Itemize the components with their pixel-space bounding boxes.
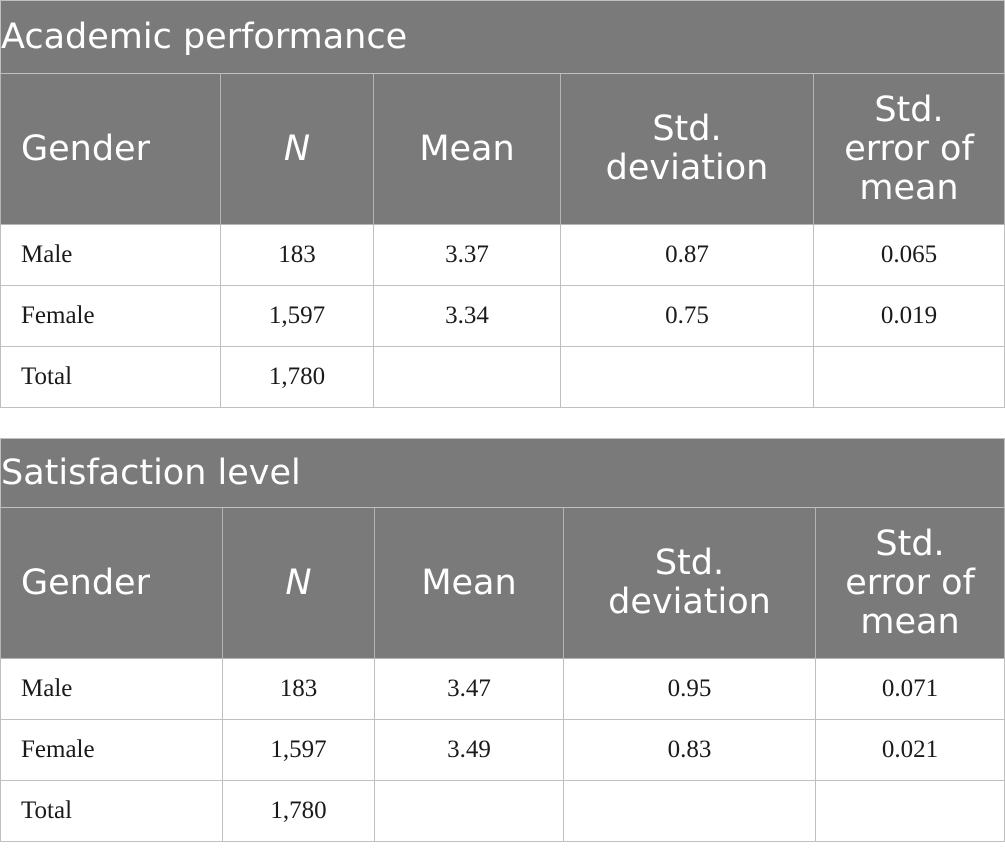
cell-n: 183 <box>220 224 374 286</box>
cell-mean <box>374 780 564 842</box>
header-mean: Mean <box>373 73 561 225</box>
header-n: N <box>222 507 375 659</box>
cell-std-error: 0.065 <box>813 224 1005 286</box>
cell-std-deviation: 0.95 <box>563 658 816 720</box>
header-gender: Gender <box>0 507 223 659</box>
cell-gender: Male <box>0 658 223 720</box>
cell-std-deviation: 0.75 <box>560 285 814 347</box>
cell-std-error <box>814 780 1005 842</box>
cell-n: 1,780 <box>220 346 374 408</box>
academic-performance-table: Academic performance Gender N Mean Std. … <box>0 0 1005 408</box>
cell-n: 183 <box>222 658 375 720</box>
cell-mean: 3.47 <box>374 658 564 720</box>
header-gender: Gender <box>0 73 221 225</box>
cell-n: 1,597 <box>222 719 375 781</box>
header-std-error-of-mean: Std. error of mean <box>813 73 1005 225</box>
cell-gender: Total <box>0 780 223 842</box>
header-std-deviation: Std. deviation <box>560 73 814 225</box>
satisfaction-level-table: Satisfaction level Gender N Mean Std. de… <box>0 438 1005 842</box>
cell-gender: Male <box>0 224 221 286</box>
header-row: Gender N Mean Std. deviation Std. error … <box>0 73 1005 225</box>
cell-mean: 3.34 <box>373 285 561 347</box>
header-mean: Mean <box>374 507 564 659</box>
table-row: Total 1,780 <box>0 780 1005 842</box>
cell-gender: Female <box>0 719 223 781</box>
header-row: Gender N Mean Std. deviation Std. error … <box>0 507 1005 659</box>
cell-n: 1,780 <box>222 780 375 842</box>
table-row: Male 183 3.37 0.87 0.065 <box>0 224 1005 286</box>
cell-mean <box>373 346 561 408</box>
table-title: Academic performance <box>0 0 1005 74</box>
table-title-row: Academic performance <box>0 0 1005 74</box>
cell-std-deviation: 0.87 <box>560 224 814 286</box>
header-n: N <box>220 73 374 225</box>
cell-gender: Total <box>0 346 221 408</box>
cell-std-deviation <box>560 346 814 408</box>
table-title: Satisfaction level <box>0 438 1005 508</box>
table-row: Total 1,780 <box>0 346 1005 408</box>
cell-n: 1,597 <box>220 285 374 347</box>
cell-mean: 3.37 <box>373 224 561 286</box>
table-row: Male 183 3.47 0.95 0.071 <box>0 658 1005 720</box>
cell-std-error <box>813 346 1005 408</box>
cell-std-error: 0.019 <box>813 285 1005 347</box>
table-title-row: Satisfaction level <box>0 438 1005 508</box>
cell-std-deviation <box>563 780 816 842</box>
cell-std-error: 0.071 <box>814 658 1005 720</box>
cell-gender: Female <box>0 285 221 347</box>
cell-mean: 3.49 <box>374 719 564 781</box>
cell-std-error: 0.021 <box>814 719 1005 781</box>
table-row: Female 1,597 3.49 0.83 0.021 <box>0 719 1005 781</box>
cell-std-deviation: 0.83 <box>563 719 816 781</box>
table-row: Female 1,597 3.34 0.75 0.019 <box>0 285 1005 347</box>
header-std-error-of-mean: Std. error of mean <box>814 507 1005 659</box>
header-std-deviation: Std. deviation <box>563 507 816 659</box>
